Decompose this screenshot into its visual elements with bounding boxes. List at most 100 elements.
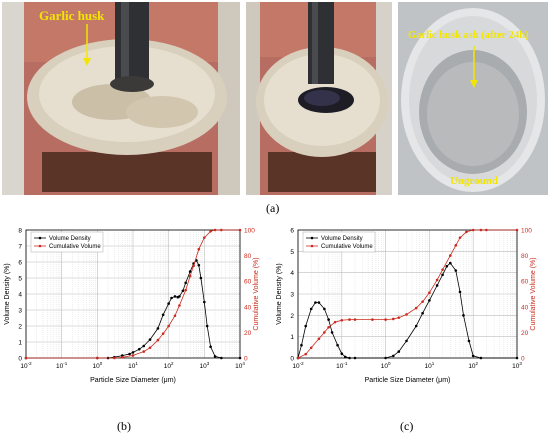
- data-point-1: [156, 338, 160, 342]
- data-point-0: [170, 296, 173, 300]
- data-point-1: [441, 268, 444, 271]
- data-point-0: [428, 299, 431, 302]
- y-tick-label: 2: [290, 313, 294, 320]
- data-point-1: [485, 228, 488, 232]
- data-point-1: [120, 356, 124, 359]
- data-point-0: [161, 313, 165, 317]
- panel-label-c: (c): [400, 419, 414, 433]
- data-point-1: [142, 350, 146, 353]
- data-point-0: [148, 338, 152, 341]
- chart-c: 0 1 2 3 4 5 6 0 20 40 60 80 100 10-2 10-1 100 101 102 103 P…: [276, 222, 550, 392]
- y-axis-label: Volume Density (%): [4, 263, 11, 324]
- series-line-0: [297, 262, 517, 359]
- y-tick-label: 4: [290, 270, 294, 277]
- y2-tick-label: 20: [244, 330, 252, 337]
- data-point-1: [188, 274, 192, 278]
- data-point-1: [220, 228, 223, 232]
- data-point-0: [471, 354, 475, 358]
- data-point-0: [178, 295, 181, 298]
- x-tick-label: 101: [128, 361, 138, 370]
- data-point-0: [184, 281, 187, 285]
- data-point-1: [405, 313, 408, 316]
- data-point-0: [435, 284, 439, 287]
- data-point-0: [209, 345, 212, 349]
- legend-label: Volume Density: [321, 236, 363, 242]
- data-point-1: [96, 356, 99, 360]
- data-point-0: [340, 352, 344, 356]
- data-point-1: [327, 325, 330, 329]
- data-point-1: [454, 244, 458, 247]
- data-point-0: [131, 351, 135, 354]
- y2-tick-label: 20: [521, 330, 529, 337]
- photo-garlic-husk: Garlic husk: [2, 2, 240, 195]
- data-point-1: [323, 331, 326, 334]
- y2-axis-label: Cumulative Volume (%): [253, 257, 260, 330]
- y2-axis-label: Cumulative Volume (%): [530, 257, 537, 330]
- data-point-0: [384, 356, 387, 360]
- series-line-1: [297, 229, 517, 359]
- data-point-1: [178, 304, 181, 307]
- data-point-1: [384, 318, 387, 321]
- legend-box: [30, 231, 104, 253]
- photo-burning-husk: [246, 2, 392, 195]
- legend-label: Volume Density: [49, 236, 91, 242]
- data-point-0: [448, 261, 452, 265]
- x-tick-label: 10-1: [336, 361, 348, 370]
- plot-frame: [297, 229, 518, 359]
- chart-b: 0 1 2 3 4 5 6 7 8 0 20 40 60 80 100 10-2 10-1 100 101 102 10…: [0, 222, 270, 392]
- data-point-0: [205, 324, 209, 328]
- data-point-1: [24, 356, 28, 360]
- data-point-0: [454, 269, 458, 272]
- panel-label-a: (a): [266, 201, 280, 215]
- y-axis-label: Volume Density (%): [276, 263, 283, 324]
- data-point-0: [128, 352, 131, 356]
- data-point-1: [148, 346, 152, 350]
- data-point-0: [479, 356, 483, 360]
- data-point-0: [197, 263, 201, 267]
- data-point-0: [353, 356, 357, 360]
- x-tick-label: 104: [235, 361, 245, 370]
- data-point-0: [203, 300, 206, 304]
- data-point-0: [343, 355, 347, 359]
- data-point-0: [421, 311, 424, 315]
- data-point-0: [156, 327, 160, 330]
- y2-tick-label: 80: [244, 253, 252, 260]
- data-point-0: [323, 307, 326, 311]
- x-axis-label: Particle Size Diameter (μm): [90, 377, 176, 384]
- plot-frame: [25, 229, 241, 359]
- data-point-0: [142, 344, 146, 348]
- data-point-0: [173, 295, 177, 298]
- legend-label: Cumulative Volume: [49, 244, 101, 250]
- data-point-1: [414, 306, 418, 310]
- data-point-1: [296, 356, 300, 360]
- y-tick-label: 3: [18, 308, 22, 315]
- photo-label-garlic-husk: Garlic husk: [39, 8, 105, 23]
- legend-marker: [38, 236, 42, 240]
- panel-label-b: (b): [117, 419, 131, 433]
- data-point-0: [348, 356, 351, 360]
- y2-tick-label: 100: [244, 228, 255, 235]
- x-tick-label: 10-1: [56, 361, 68, 370]
- x-tick-label: 100: [381, 361, 391, 370]
- data-point-1: [353, 318, 357, 321]
- data-point-1: [428, 291, 431, 295]
- data-point-0: [414, 324, 418, 328]
- data-point-1: [203, 236, 206, 239]
- data-point-0: [397, 350, 401, 353]
- x-tick-label: 10-2: [292, 361, 304, 370]
- data-point-0: [137, 347, 141, 351]
- legend-marker: [38, 244, 42, 248]
- arrow-icon: [470, 46, 478, 88]
- data-point-1: [421, 300, 424, 303]
- arrow-icon: [83, 24, 91, 66]
- data-point-0: [188, 270, 192, 273]
- y-tick-label: 5: [290, 249, 294, 256]
- data-point-1: [167, 324, 170, 328]
- data-point-0: [304, 324, 308, 328]
- y-tick-label: 1: [290, 334, 294, 341]
- data-point-0: [309, 307, 313, 311]
- data-point-0: [317, 301, 321, 304]
- data-point-1: [161, 332, 165, 335]
